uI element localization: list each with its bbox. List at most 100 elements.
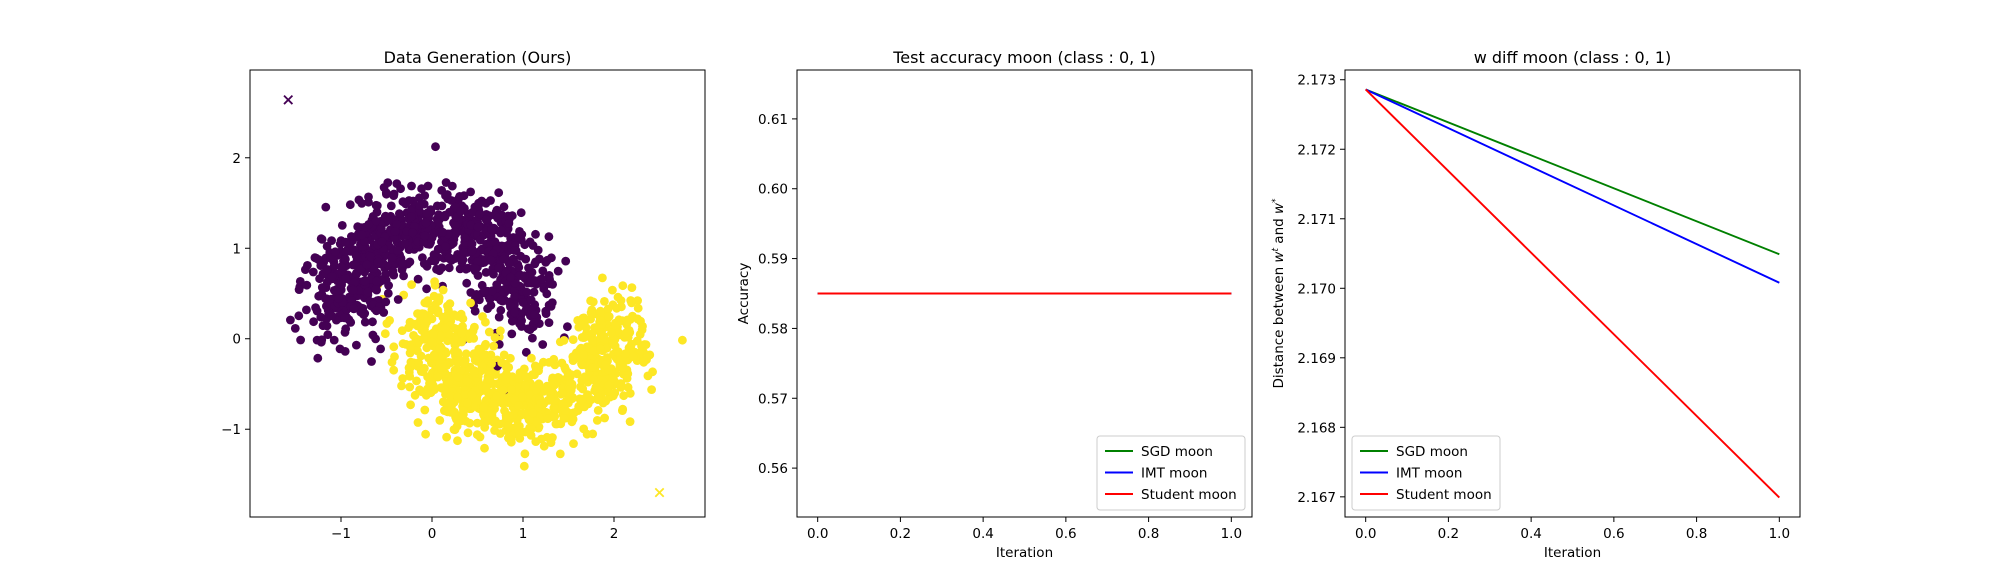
scatter-point — [588, 336, 597, 345]
scatter-point — [362, 260, 372, 270]
scatter-point — [310, 253, 320, 263]
scatter-point — [434, 296, 444, 306]
scatter-point — [467, 390, 477, 399]
scatter-point — [495, 419, 505, 429]
scatter-point — [480, 286, 489, 295]
scatter-point — [470, 355, 480, 365]
scatter-point — [389, 191, 399, 201]
scatter-point — [542, 289, 552, 299]
scatter-point — [543, 414, 553, 424]
scatter-point — [607, 328, 616, 338]
scatter-point — [453, 392, 462, 402]
wdiff-panel: w diff moon (class : 0, 1) 0.0 0.2 0.4 0.6 0… — [1271, 48, 1801, 561]
scatter-point — [516, 208, 526, 218]
scatter-point — [442, 432, 451, 442]
scatter-point — [528, 408, 538, 418]
scatter-point — [371, 284, 381, 293]
wdiff-x-tick-label: 0.4 — [1520, 526, 1541, 542]
scatter-point — [519, 364, 529, 374]
scatter-point — [501, 359, 511, 369]
scatter-point — [390, 227, 400, 236]
scatter-point — [456, 309, 466, 319]
scatter-point — [397, 326, 407, 335]
scatter-point — [296, 335, 305, 345]
scatter-point — [413, 346, 422, 356]
scatter-point — [441, 242, 450, 252]
scatter-point — [621, 328, 631, 338]
scatter-point — [557, 389, 567, 398]
scatter-point — [427, 337, 437, 347]
scatter-point — [436, 331, 446, 341]
scatter-point — [413, 418, 423, 427]
wdiff-x-tick-label: 0.2 — [1438, 526, 1459, 542]
accuracy-x-axis-label: Iteration — [996, 545, 1053, 561]
scatter-point — [534, 379, 544, 389]
scatter-point — [496, 326, 505, 336]
scatter-point — [322, 265, 332, 275]
wdiff-x-tick-label: 0.6 — [1603, 526, 1624, 542]
scatter-point — [347, 232, 356, 241]
scatter-point — [577, 360, 587, 370]
scatter-point — [433, 218, 443, 228]
scatter-point — [294, 285, 304, 294]
scatter-point — [613, 328, 623, 337]
scatter-point — [506, 301, 515, 311]
scatter-point — [492, 280, 502, 289]
scatter-point — [340, 313, 349, 323]
scatter-point — [530, 276, 540, 286]
scatter-point — [301, 265, 310, 274]
scatter-point — [308, 267, 318, 277]
wdiff-series-line — [1365, 88, 1780, 499]
scatter-point — [525, 390, 535, 400]
scatter-point — [638, 321, 647, 331]
scatter-point — [633, 314, 642, 324]
scatter-point — [627, 298, 636, 308]
scatter-point — [538, 340, 548, 349]
scatter-point — [460, 233, 470, 243]
scatter-point — [438, 312, 448, 322]
scatter-point — [544, 358, 554, 367]
scatter-point — [465, 418, 475, 428]
scatter-point — [466, 220, 476, 230]
scatter-point — [548, 375, 557, 385]
scatter-point — [445, 299, 455, 308]
accuracy-x-tick-label: 1.0 — [1221, 526, 1242, 542]
scatter-point — [506, 385, 516, 394]
scatter-x-marker — [283, 95, 294, 105]
scatter-point — [368, 317, 377, 327]
scatter-point — [560, 405, 570, 415]
scatter-point — [444, 305, 453, 315]
scatter-point — [357, 230, 367, 240]
scatter-point — [469, 367, 479, 377]
accuracy-x-tick-label: 0.8 — [1138, 526, 1159, 542]
scatter-point — [398, 374, 408, 383]
scatter-point — [485, 294, 495, 304]
scatter-point — [521, 372, 531, 381]
scatter-point — [398, 258, 407, 268]
scatter-point — [461, 264, 471, 274]
wdiff-legend: SGD moon IMT moon Student moon — [1351, 435, 1501, 511]
scatter-point — [466, 187, 475, 197]
scatter-point — [420, 405, 430, 415]
scatter-point — [596, 316, 606, 325]
accuracy-y-tick-label: 0.61 — [758, 112, 788, 128]
scatter-point — [610, 388, 620, 398]
scatter-point — [475, 235, 485, 245]
scatter-point — [457, 328, 466, 338]
scatter-point — [506, 353, 515, 363]
scatter-point — [473, 222, 483, 232]
scatter-point — [341, 324, 351, 334]
scatter-point — [480, 443, 489, 453]
scatter-point — [435, 344, 445, 353]
scatter-x-marker — [654, 487, 665, 498]
scatter-point — [608, 285, 617, 295]
scatter-point — [450, 425, 460, 435]
scatter-point — [510, 246, 519, 255]
scatter-point — [401, 199, 411, 209]
scatter-point — [622, 374, 632, 383]
scatter-point — [345, 200, 355, 210]
scatter-point — [515, 227, 524, 236]
scatter-point — [468, 207, 478, 217]
scatter-point — [559, 414, 569, 423]
wdiff-ticks: 0.0 0.2 0.4 0.6 0.8 1.0 2.167 2.168 2.169 2.170 2.… — [1297, 73, 1790, 542]
